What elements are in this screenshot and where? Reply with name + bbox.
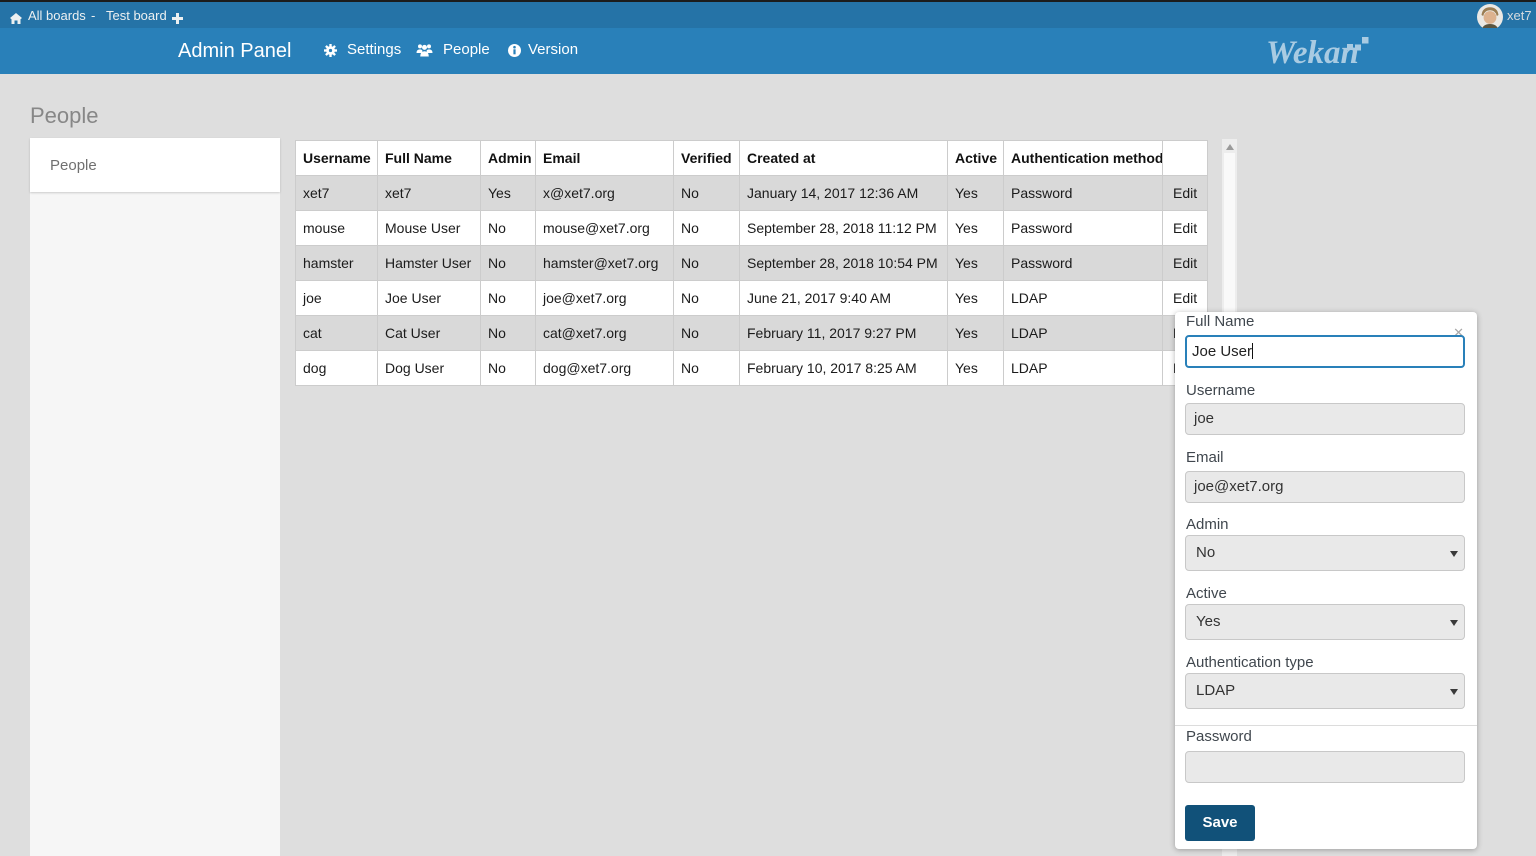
svg-text:Wekan: Wekan xyxy=(1266,35,1359,70)
